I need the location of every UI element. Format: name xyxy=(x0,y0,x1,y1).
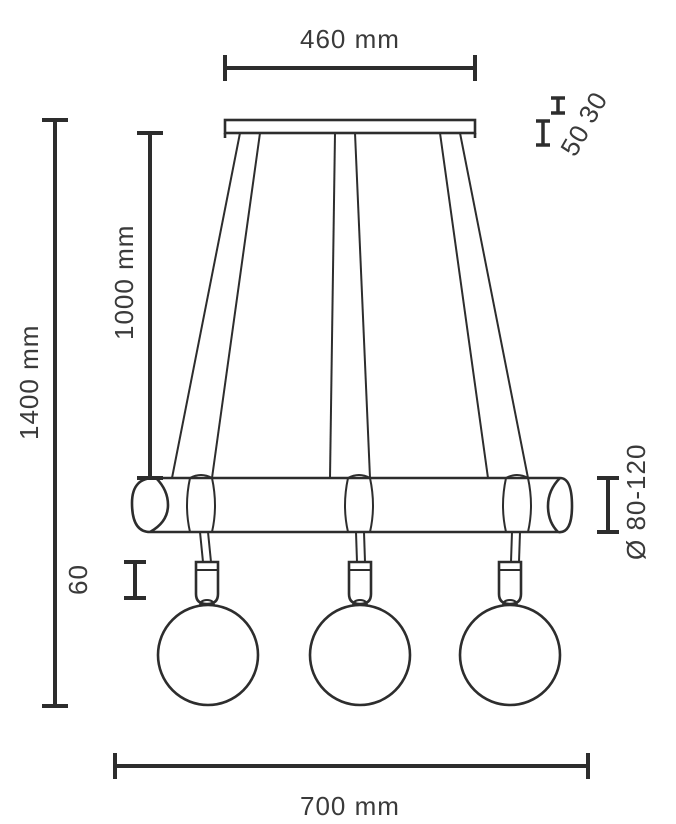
label-460: 460 mm xyxy=(300,24,400,54)
bulb-2 xyxy=(310,562,410,705)
suspension-cables xyxy=(172,133,528,478)
wooden-beam xyxy=(132,478,572,532)
label-1400: 1400 mm xyxy=(14,325,44,440)
label-50: 50 xyxy=(554,119,595,161)
label-700: 700 mm xyxy=(300,791,400,821)
label-diameter: Ø 80-120 xyxy=(621,444,651,560)
bulb-3 xyxy=(460,562,560,705)
bulb-1 xyxy=(158,562,258,705)
light-bulbs xyxy=(158,562,560,705)
dimension-drawing: 1400 mm 1000 mm 460 mm 700 mm 60 Ø 80-12… xyxy=(0,0,676,824)
label-30: 30 xyxy=(572,86,613,128)
ceiling-plate xyxy=(225,120,475,138)
dimension-labels: 1400 mm 1000 mm 460 mm 700 mm 60 Ø 80-12… xyxy=(14,24,651,821)
label-60: 60 xyxy=(63,564,93,595)
label-1000: 1000 mm xyxy=(109,225,139,340)
